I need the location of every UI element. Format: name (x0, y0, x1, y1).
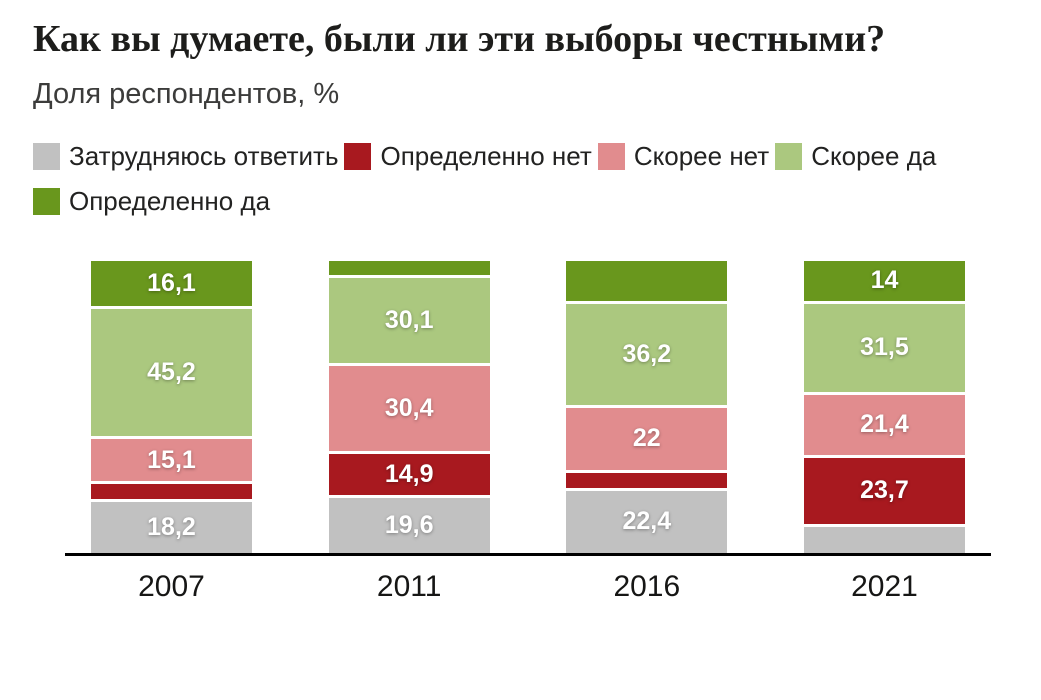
x-axis-line (65, 553, 991, 557)
bar-segment: 22 (566, 407, 728, 470)
bar-segment (803, 527, 965, 554)
bar-2021: 14 31,5 21,4 23,7 (803, 261, 965, 554)
legend-label: Скорее нет (633, 141, 770, 172)
legend-label: Определенно да (69, 186, 271, 217)
value-label: 21,4 (860, 410, 909, 439)
x-tick-label: 2016 (613, 570, 681, 604)
value-label: 14,9 (384, 460, 434, 489)
chart-subtitle: Доля респондентов, % (33, 78, 340, 111)
value-label: 22,4 (622, 507, 672, 536)
bar-segment: 31,5 (803, 303, 965, 392)
bar-segment: 14,9 (328, 453, 490, 496)
bar-2011: 30,1 30,4 14,9 19,6 (328, 261, 490, 554)
legend-swatch-icon (597, 143, 625, 171)
bar-segment: 30,4 (328, 365, 490, 451)
bar-segment: 15,1 (91, 439, 252, 482)
legend-swatch-icon (775, 143, 803, 171)
bar-segment: 30,1 (328, 278, 490, 363)
value-label: 23,7 (860, 476, 909, 505)
legend-item: Скорее нет (597, 141, 770, 172)
bar-segment: 16,1 (91, 261, 252, 307)
bar-segment (566, 472, 728, 488)
value-label: 45,2 (147, 358, 196, 387)
value-label: 15,1 (147, 445, 196, 474)
legend-label: Затрудняюсь ответить (69, 141, 339, 172)
x-tick-label: 2021 (851, 570, 918, 604)
legend-item: Определенно нет (344, 141, 592, 172)
value-label: 22 (632, 424, 661, 453)
legend: Затрудняюсь ответить Определенно нет Скоре… (33, 141, 973, 217)
chart-title: Как вы думаете, были ли эти выборы честн… (33, 18, 886, 60)
value-label: 14 (870, 266, 899, 295)
bar-segment: 18,2 (91, 502, 252, 554)
category-labels: 2007 2011 2016 2021 (65, 570, 991, 604)
bar-segment: 14 (803, 261, 965, 301)
bar-segment: 21,4 (803, 394, 965, 455)
x-tick-label: 2007 (138, 570, 205, 604)
legend-item: Скорее да (775, 141, 936, 172)
value-label: 19,6 (384, 511, 434, 540)
legend-item: Определенно да (33, 186, 270, 217)
bar-segment: 23,7 (803, 457, 965, 525)
value-label: 31,5 (860, 333, 909, 362)
value-label: 18,2 (147, 513, 196, 542)
bar-segment: 22,4 (566, 490, 728, 554)
value-label: 30,1 (384, 305, 434, 334)
bar-segment (328, 261, 490, 276)
bar-2016: 36,2 22 22,4 (566, 261, 728, 554)
legend-label: Скорее да (811, 141, 937, 172)
value-label: 16,1 (147, 269, 196, 298)
plot-area: 16,1 45,2 15,1 18,2 30,1 30,4 14,9 19,6 36,2 22 22… (65, 261, 991, 604)
bar-segment: 36,2 (566, 303, 728, 405)
legend-swatch-icon (344, 143, 372, 171)
bars: 16,1 45,2 15,1 18,2 30,1 30,4 14,9 19,6 36,2 22 22… (65, 261, 991, 554)
legend-label: Определенно нет (380, 141, 592, 172)
x-tick-label: 2011 (376, 570, 442, 604)
bar-segment: 19,6 (328, 498, 490, 554)
legend-item: Затрудняюсь ответить (33, 141, 338, 172)
bar-segment (566, 261, 728, 301)
bar-segment (91, 484, 252, 500)
legend-swatch-icon (33, 188, 60, 216)
value-label: 30,4 (384, 393, 434, 422)
legend-swatch-icon (33, 143, 60, 171)
value-label: 36,2 (622, 339, 672, 368)
bar-2007: 16,1 45,2 15,1 18,2 (91, 261, 252, 554)
bar-segment: 45,2 (91, 309, 252, 436)
